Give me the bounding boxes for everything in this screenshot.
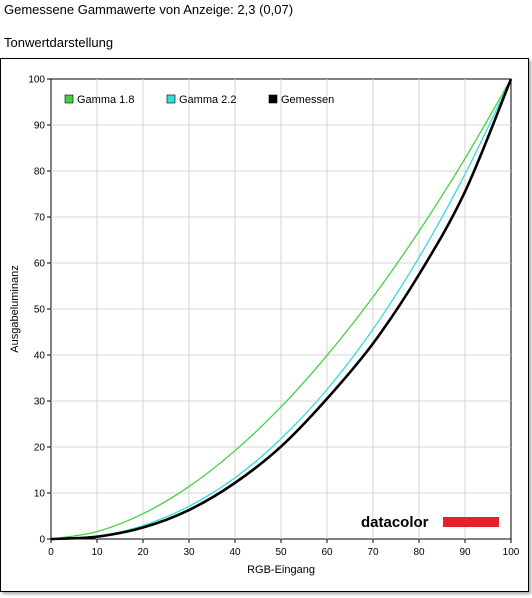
y-tick-label: 60 (34, 259, 46, 270)
y-tick-label: 70 (34, 213, 46, 224)
axis-ticks: 0 10 20 30 40 50 60 70 80 90 100 0 10 20 30 40 50 60 70 80 9… (28, 75, 519, 559)
y-axis-title: Ausgabeluminanz (9, 265, 21, 352)
legend-label: Gamma 1.8 (77, 94, 134, 106)
logo-bar (443, 517, 499, 527)
series-line-gamma-1-8 (50, 78, 512, 540)
grid (51, 79, 511, 539)
y-tick-label: 90 (34, 121, 46, 132)
x-tick-label: 80 (413, 547, 425, 558)
x-tick-label: 60 (321, 547, 333, 558)
series-line-gemessen (50, 78, 513, 541)
y-tick-label: 0 (39, 535, 45, 546)
legend: Gamma 1.8 Gamma 2.2 Gemessen (64, 94, 334, 106)
y-tick-label: 20 (34, 443, 46, 454)
legend-label: Gamma 2.2 (179, 94, 236, 106)
y-tick-label: 100 (28, 75, 45, 86)
logo-text: datacolor (361, 514, 429, 531)
x-tick-label: 20 (137, 547, 149, 558)
x-tick-label: 30 (183, 547, 195, 558)
page-title: Gemessene Gammawerte von Anzeige: 2,3 (0… (4, 2, 294, 17)
legend-swatch (64, 94, 74, 104)
x-tick-label: 40 (229, 547, 241, 558)
x-axis-title: RGB-Eingang (247, 564, 315, 576)
legend-swatch (268, 94, 278, 104)
x-tick-label: 70 (367, 547, 379, 558)
x-tick-label: 50 (275, 547, 287, 558)
y-tick-label: 80 (34, 167, 46, 178)
series-line-gamma-2-2 (50, 78, 512, 540)
y-tick-label: 40 (34, 351, 46, 362)
legend-label: Gemessen (281, 94, 334, 106)
series-lines (50, 78, 513, 541)
tone-response-chart: 0 10 20 30 40 50 60 70 80 90 100 0 10 20 30 40 50 60 70 80 9… (9, 75, 520, 577)
x-tick-label: 10 (91, 547, 103, 558)
y-tick-label: 10 (34, 489, 46, 500)
legend-swatch (166, 94, 176, 104)
datacolor-logo: datacolor (361, 514, 499, 531)
y-tick-label: 30 (34, 397, 46, 408)
x-tick-label: 100 (503, 547, 520, 558)
chart-frame: 0 10 20 30 40 50 60 70 80 90 100 0 10 20 30 40 50 60 70 80 9… (0, 58, 529, 592)
x-tick-label: 90 (459, 547, 471, 558)
y-tick-label: 50 (34, 305, 46, 316)
x-tick-label: 0 (48, 547, 54, 558)
section-title: Tonwertdarstellung (4, 35, 114, 50)
